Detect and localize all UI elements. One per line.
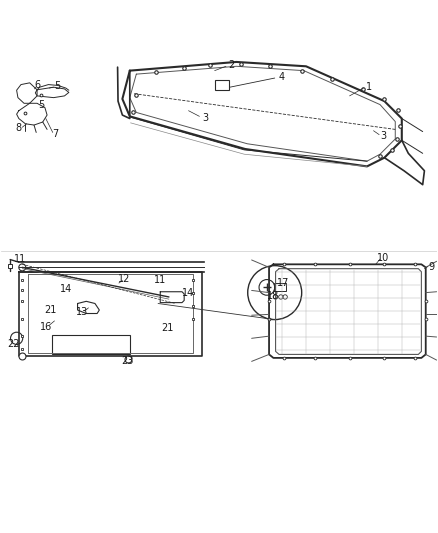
Text: 13: 13	[76, 307, 88, 317]
Text: 7: 7	[53, 129, 59, 139]
FancyBboxPatch shape	[274, 284, 286, 292]
Text: 17: 17	[277, 278, 290, 288]
Text: 10: 10	[378, 253, 390, 263]
Text: 4: 4	[279, 72, 285, 82]
Text: 23: 23	[121, 357, 134, 366]
Text: 6: 6	[34, 80, 40, 91]
FancyBboxPatch shape	[52, 335, 130, 354]
Text: 5: 5	[54, 82, 60, 91]
Text: 21: 21	[44, 305, 57, 315]
Text: 8: 8	[16, 123, 22, 133]
Text: 9: 9	[428, 262, 434, 271]
Text: 3: 3	[381, 131, 387, 141]
Text: 2: 2	[228, 60, 234, 70]
Text: 11: 11	[154, 276, 166, 286]
Text: 14: 14	[182, 288, 194, 298]
Text: 5: 5	[38, 100, 45, 110]
Text: 12: 12	[118, 273, 131, 284]
Text: 16: 16	[40, 321, 52, 332]
Text: 3: 3	[202, 112, 208, 123]
Text: 18: 18	[267, 291, 279, 301]
Text: 14: 14	[60, 284, 72, 294]
Text: 22: 22	[7, 339, 20, 349]
Text: 11: 11	[14, 254, 26, 264]
Text: 1: 1	[366, 82, 372, 92]
FancyBboxPatch shape	[215, 80, 230, 90]
Text: 21: 21	[162, 324, 174, 333]
